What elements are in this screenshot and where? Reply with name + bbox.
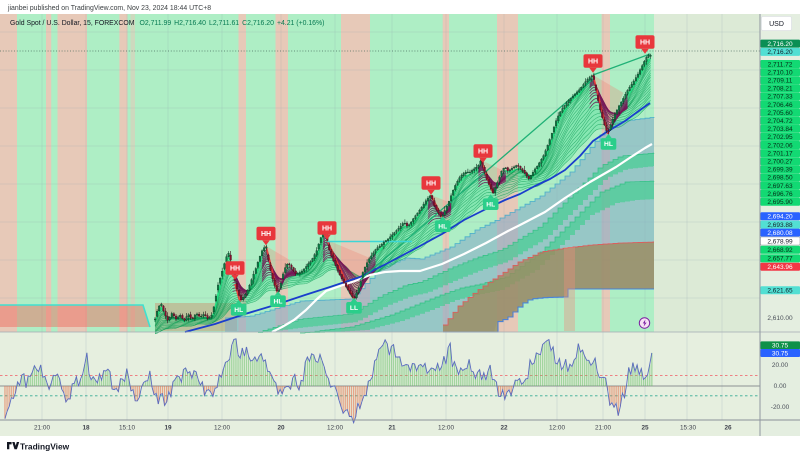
svg-text:2,702.95: 2,702.95	[767, 134, 793, 141]
svg-text:HH: HH	[478, 149, 488, 156]
svg-text:-20.00: -20.00	[771, 404, 790, 411]
svg-text:HH: HH	[322, 226, 332, 233]
svg-text:2,705.60: 2,705.60	[767, 110, 793, 117]
svg-text:2,678.99: 2,678.99	[767, 238, 793, 245]
svg-text:2,668.92: 2,668.92	[767, 247, 793, 254]
svg-text:2,711.72: 2,711.72	[768, 61, 793, 68]
svg-text:HL: HL	[486, 202, 495, 209]
svg-text:LL: LL	[350, 305, 358, 312]
svg-text:2,657.77: 2,657.77	[767, 256, 793, 263]
svg-text:HH: HH	[230, 266, 240, 273]
svg-text:HH: HH	[261, 231, 271, 238]
svg-text:12:00: 12:00	[214, 425, 230, 432]
svg-text:0.00: 0.00	[774, 383, 787, 390]
svg-text:25: 25	[641, 425, 649, 432]
svg-text:2,700.27: 2,700.27	[767, 159, 793, 166]
svg-text:2,716.20: 2,716.20	[767, 49, 793, 56]
svg-text:2,701.17: 2,701.17	[767, 150, 793, 157]
svg-text:12:00: 12:00	[549, 425, 565, 432]
svg-text:2,703.84: 2,703.84	[767, 126, 793, 133]
svg-text:15:30: 15:30	[680, 425, 696, 432]
svg-text:2,706.46: 2,706.46	[767, 102, 793, 109]
svg-text:21:00: 21:00	[595, 425, 611, 432]
svg-text:2,696.76: 2,696.76	[767, 191, 793, 198]
svg-text:USD: USD	[769, 21, 784, 28]
svg-text:2,694.20: 2,694.20	[767, 214, 793, 221]
svg-text:2,716.20: 2,716.20	[767, 41, 793, 48]
svg-text:2,698.50: 2,698.50	[767, 175, 793, 182]
svg-text:22: 22	[500, 425, 508, 432]
svg-text:2,704.72: 2,704.72	[767, 118, 793, 125]
svg-text:2,693.88: 2,693.88	[767, 222, 793, 229]
svg-text:2,643.96: 2,643.96	[767, 264, 793, 271]
svg-text:12:00: 12:00	[327, 425, 343, 432]
svg-text:HL: HL	[274, 299, 283, 306]
svg-text:2,709.11: 2,709.11	[768, 78, 793, 85]
svg-text:jianbei published on TradingVi: jianbei published on TradingView.com, No…	[7, 5, 211, 12]
svg-text:2,695.90: 2,695.90	[767, 199, 793, 206]
svg-text:Gold Spot / U.S. Dollar, 15, F: Gold Spot / U.S. Dollar, 15, FOREXCOM O2,…	[10, 20, 324, 27]
svg-text:HL: HL	[438, 224, 447, 231]
svg-text:HH: HH	[588, 59, 598, 66]
svg-text:2,710.10: 2,710.10	[767, 69, 793, 76]
svg-text:HH: HH	[640, 40, 650, 47]
svg-text:15:10: 15:10	[119, 425, 135, 432]
svg-text:HL: HL	[234, 307, 243, 314]
svg-text:12:00: 12:00	[438, 425, 454, 432]
svg-text:2,708.21: 2,708.21	[767, 86, 793, 93]
svg-text:2,702.06: 2,702.06	[767, 142, 793, 149]
svg-text:26: 26	[724, 425, 732, 432]
svg-text:HL: HL	[604, 141, 613, 148]
svg-text:21:00: 21:00	[34, 425, 50, 432]
svg-text:21: 21	[388, 425, 396, 432]
svg-text:30.75: 30.75	[772, 343, 789, 350]
svg-text:2,697.63: 2,697.63	[767, 183, 793, 190]
svg-text:2,610.00: 2,610.00	[767, 315, 793, 322]
svg-text:20: 20	[277, 425, 285, 432]
svg-text:2,707.33: 2,707.33	[767, 94, 793, 101]
svg-text:18: 18	[82, 425, 90, 432]
svg-text:19: 19	[164, 425, 172, 432]
svg-text:HH: HH	[426, 181, 436, 188]
svg-text:30.75: 30.75	[772, 350, 789, 357]
svg-text:20.00: 20.00	[772, 362, 789, 369]
svg-text:2,621.65: 2,621.65	[767, 288, 793, 295]
svg-text:2,680.08: 2,680.08	[767, 230, 793, 237]
svg-text:TradingView: TradingView	[20, 442, 70, 452]
svg-text:2,699.39: 2,699.39	[767, 167, 793, 174]
